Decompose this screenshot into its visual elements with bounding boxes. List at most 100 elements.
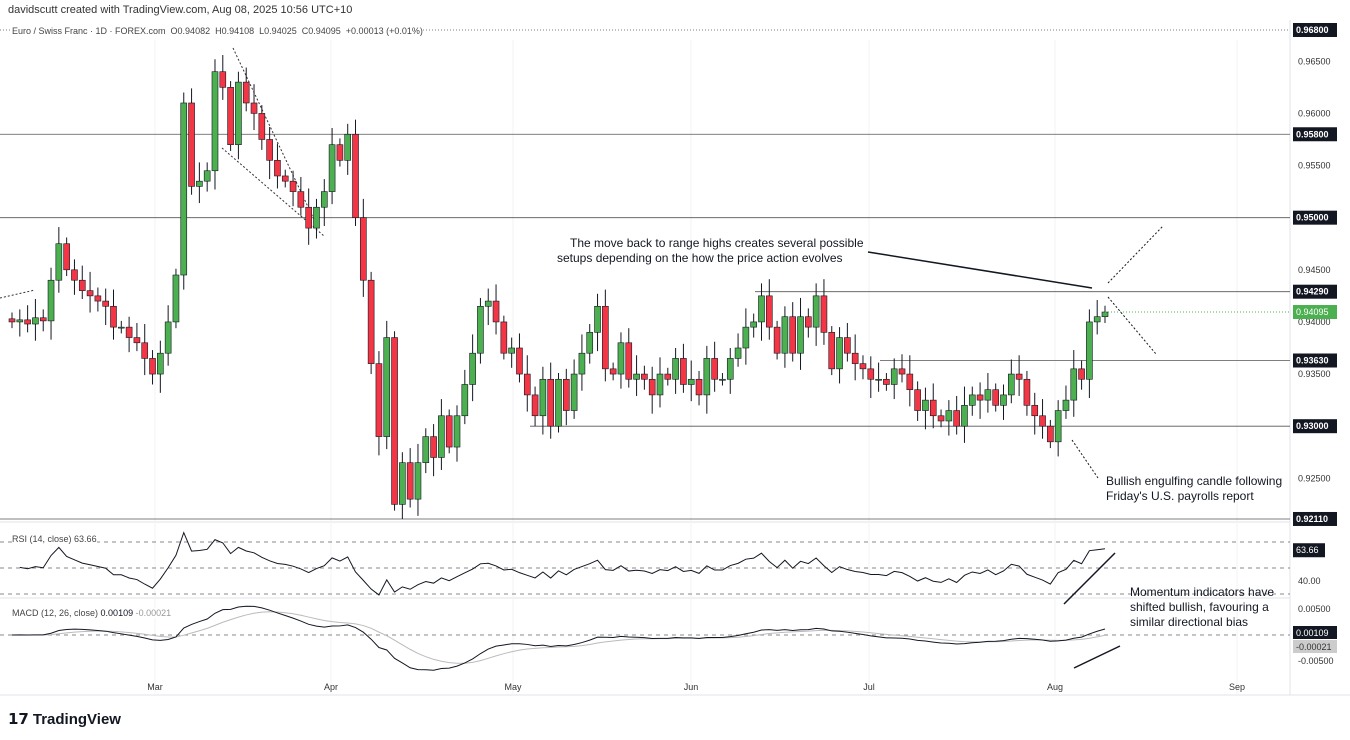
candle-bearish — [695, 378, 703, 396]
candle-bearish — [844, 337, 851, 354]
candle-bearish — [445, 415, 453, 448]
candle-bullish — [16, 319, 24, 323]
candle-bullish — [570, 373, 578, 411]
candle-bullish — [781, 316, 789, 354]
candle-bearish — [563, 378, 570, 411]
price-tick-label: 0.95500 — [1298, 161, 1331, 171]
candle-bullish — [984, 389, 992, 401]
candle-bullish — [797, 316, 804, 354]
candle-bullish — [578, 352, 586, 375]
candle-bearish — [289, 180, 297, 192]
candle-bullish — [414, 462, 422, 500]
candle-bullish — [750, 321, 757, 328]
ohlc-high: H0.94108 — [215, 26, 255, 36]
candle-bearish — [906, 373, 914, 390]
candle-bullish — [539, 378, 547, 417]
candle-bullish — [1062, 399, 1070, 411]
price-tick-label: 0.94500 — [1298, 265, 1331, 275]
candle-bullish — [890, 368, 898, 385]
symbol-legend: Euro / Swiss Franc · 1D · FOREX.com O0.9… — [12, 26, 423, 36]
macd-signal-label: -0.00021 — [1296, 642, 1332, 652]
candle-bearish — [133, 337, 141, 344]
x-tick-label: Apr — [324, 682, 338, 692]
candle-bullish — [313, 206, 320, 229]
candle-bearish — [1078, 368, 1085, 380]
candle-bearish — [305, 206, 312, 229]
candle-bearish — [648, 378, 656, 396]
candle-bearish — [78, 279, 86, 291]
last-price-label: 0.94095 — [1296, 307, 1329, 317]
candle-bearish — [266, 139, 273, 161]
x-tick-label: Aug — [1047, 682, 1063, 692]
price-level-badge — [1293, 23, 1337, 37]
candle-bullish — [320, 191, 328, 208]
ohlc-open: O0.94082 — [170, 26, 211, 36]
logo-text: TradingView — [32, 710, 121, 728]
candle-bullish — [1093, 316, 1101, 323]
annotation-arrow — [867, 251, 1093, 289]
candle-bearish — [141, 342, 149, 359]
candle-bullish — [719, 378, 726, 381]
candle-bearish — [1023, 378, 1031, 406]
candle-bearish — [250, 102, 258, 114]
candle-bearish — [937, 415, 945, 422]
rsi-arrow — [1063, 552, 1116, 605]
macd-value: 0.00109 — [100, 608, 134, 618]
annotation-text: similar directional bias — [1130, 615, 1248, 629]
price-tick-label: 0.96000 — [1298, 108, 1331, 118]
price-level-label: 0.94290 — [1296, 287, 1329, 297]
price-level-label: 0.96800 — [1296, 25, 1329, 35]
rsi-axis-label: 40.00 — [1298, 576, 1321, 586]
candle-bullish — [164, 321, 172, 354]
candle-bearish — [883, 378, 890, 385]
candle-bearish — [664, 373, 672, 380]
candle-bearish — [820, 295, 828, 333]
macd-legend: MACD (12, 26, close) 0.00109 -0.00021 — [12, 608, 172, 618]
candle-bearish — [219, 71, 227, 88]
candle-bearish — [765, 295, 773, 328]
annotation-text: Bullish engulfing candle following — [1106, 474, 1282, 488]
macd-value-badge — [1293, 626, 1337, 639]
credit-text: davidscutt created with TradingView.com,… — [8, 4, 353, 16]
candle-bearish — [680, 358, 687, 385]
candle-bearish — [929, 399, 937, 417]
candle-bullish — [422, 436, 430, 463]
candle-bullish — [118, 326, 125, 329]
candle-bearish — [711, 358, 718, 380]
candle-bullish — [656, 373, 664, 396]
x-tick-label: Jul — [863, 682, 875, 692]
candle-bullish — [1008, 373, 1015, 396]
price-tick-label: 0.93500 — [1298, 369, 1331, 379]
candle-bearish — [391, 337, 398, 505]
candle-bullish — [172, 274, 180, 323]
candle-bearish — [851, 352, 859, 364]
candle-bullish — [1054, 410, 1062, 443]
candle-bearish — [773, 326, 781, 354]
candle-bullish — [687, 378, 695, 385]
candle-bullish — [55, 243, 63, 281]
annotation-text: setups depending on the how the price ac… — [557, 251, 843, 265]
candle-bearish — [125, 326, 133, 338]
candle-bullish — [594, 305, 601, 333]
candle-bearish — [609, 368, 617, 375]
annotation-text: The move back to range highs creates sev… — [570, 236, 864, 250]
candle-bearish — [1031, 405, 1039, 417]
macd-arrow — [1073, 645, 1121, 669]
candle-bearish — [352, 133, 359, 218]
candle-bearish — [859, 363, 867, 370]
macd-axis-label: 0.00500 — [1298, 604, 1331, 614]
candle-bearish — [914, 389, 921, 411]
candle-bearish — [500, 321, 508, 354]
candle-bullish — [484, 300, 492, 307]
annotation-text: shifted bullish, favouring a — [1130, 600, 1269, 614]
macd-signal-line — [11, 611, 1106, 664]
candle-bearish — [227, 87, 234, 145]
annotation-text: Momentum indicators have — [1130, 585, 1274, 599]
tradingview-logo-icon: 𝟭𝟳 — [8, 711, 29, 728]
candle-bearish — [828, 332, 836, 370]
candle-bearish — [188, 102, 195, 187]
rsi-value: 63.66 — [74, 534, 97, 544]
candle-bearish — [602, 305, 609, 370]
